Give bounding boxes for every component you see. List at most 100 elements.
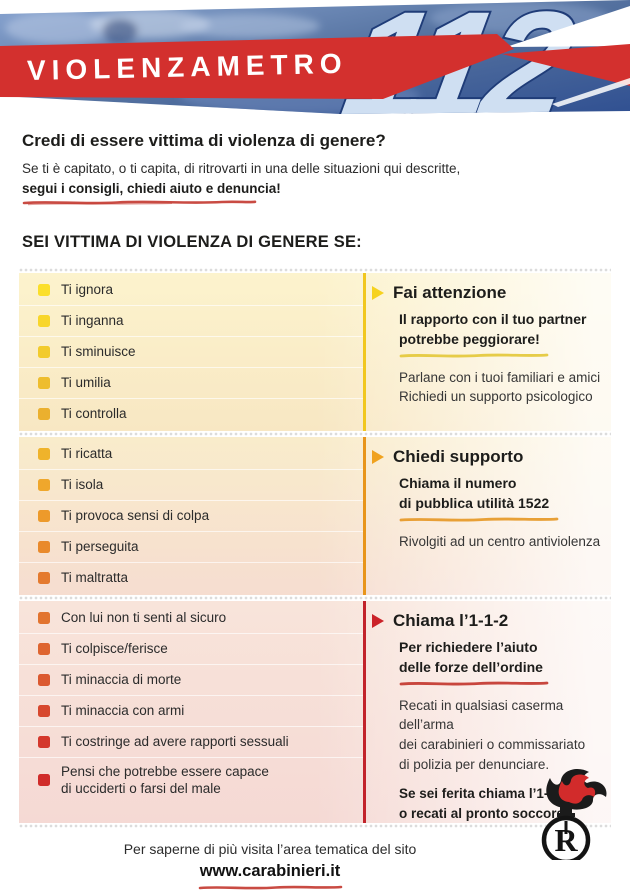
list-item: Pensi che potrebbe essere capace di ucci… xyxy=(19,757,363,802)
red-stripe-right xyxy=(502,44,630,86)
square-bullet-icon xyxy=(38,705,50,718)
item-label: Ti controlla xyxy=(61,406,127,422)
advice-normal-line: di polizia per denunciare. xyxy=(399,756,550,772)
item-label: Ti perseguita xyxy=(61,539,139,555)
square-bullet-icon xyxy=(38,643,50,656)
advice-normal-line: Parlane con i tuoi familiari e amici xyxy=(399,369,601,385)
section-emergenza: Con lui non ti senti al sicuro Ti colpis… xyxy=(19,601,611,824)
item-label: Ti maltratta xyxy=(61,570,129,586)
item-label: Ti isola xyxy=(61,477,104,493)
advice-normal-line: dei carabinieri o commissariato xyxy=(399,736,586,752)
square-bullet-icon xyxy=(38,736,50,749)
warning-signs-list: Con lui non ti senti al sicuro Ti colpis… xyxy=(19,601,363,823)
orange-marker-underline xyxy=(399,517,559,522)
play-arrow-icon xyxy=(372,450,384,465)
item-label: Ti inganna xyxy=(61,313,124,329)
section-divider-line xyxy=(363,601,366,824)
square-bullet-icon xyxy=(38,408,50,421)
list-item: Ti maltratta xyxy=(19,562,363,593)
white-slash xyxy=(552,78,630,107)
advice-column: Chiedi supporto Chiama il numero di pubb… xyxy=(366,437,611,595)
list-item: Ti ignora xyxy=(19,275,363,305)
list-item: Ti isola xyxy=(19,469,363,500)
square-bullet-icon xyxy=(38,510,50,523)
advice-title: Chiama l’1-1-2 xyxy=(393,611,509,631)
list-item: Ti controlla xyxy=(19,398,363,429)
dotted-separator xyxy=(19,823,611,830)
item-label: Pensi che potrebbe essere capace di ucci… xyxy=(61,763,269,797)
list-item: Ti sminuisce xyxy=(19,336,363,367)
list-item: Con lui non ti senti al sicuro xyxy=(19,603,363,633)
list-item: Ti perseguita xyxy=(19,531,363,562)
advice-bold-line: di pubblica utilità 1522 xyxy=(399,494,550,511)
logo-monogram: R xyxy=(554,822,578,858)
red-marker-underline xyxy=(22,200,257,206)
square-bullet-icon xyxy=(38,448,50,461)
advice-title: Fai attenzione xyxy=(393,283,507,303)
warning-signs-list: Ti ignora Ti inganna Ti sminuisce Ti umi… xyxy=(19,273,363,431)
item-label: Ti ricatta xyxy=(61,446,113,462)
flame-red xyxy=(558,774,596,804)
intro-block: Credi di essere vittima di violenza di g… xyxy=(22,131,608,206)
white-wedge xyxy=(506,6,630,47)
red-marker-underline xyxy=(399,681,549,686)
list-item: Ti inganna xyxy=(19,305,363,336)
advice-normal-line: Recati in qualsiasi caserma dell’arma xyxy=(399,697,564,733)
list-item: Ti provoca sensi di colpa xyxy=(19,500,363,531)
section-divider-line xyxy=(363,273,366,432)
list-item: Ti ricatta xyxy=(19,439,363,469)
section-attenzione: Ti ignora Ti inganna Ti sminuisce Ti umi… xyxy=(19,273,611,432)
header-banner: 112 VIOLENZAMETRO xyxy=(0,0,630,118)
list-item: Ti colpisce/ferisce xyxy=(19,633,363,664)
red-title-band xyxy=(0,34,514,99)
section-supporto: Ti ricatta Ti isola Ti provoca sensi di … xyxy=(19,437,611,596)
list-item: Ti umilia xyxy=(19,367,363,398)
item-label: Ti sminuisce xyxy=(61,344,136,360)
advice-normal-line: Rivolgiti ad un centro antiviolenza xyxy=(399,533,601,549)
intro-line-bold: segui i consigli, chiedi aiuto e denunci… xyxy=(22,181,281,197)
square-bullet-icon xyxy=(38,572,50,585)
square-bullet-icon xyxy=(38,612,50,625)
banner-artwork-112: 112 xyxy=(0,0,630,114)
square-bullet-icon xyxy=(38,377,50,390)
footer-info: Per saperne di più visita l’area tematic… xyxy=(123,841,417,858)
carabinieri-site-link[interactable]: www.carabinieri.it xyxy=(199,862,341,881)
item-label: Ti umilia xyxy=(61,375,111,391)
square-bullet-icon xyxy=(38,674,50,687)
square-bullet-icon xyxy=(38,284,50,297)
advice-normal-line: Richiedi un supporto psicologico xyxy=(399,389,593,405)
section-divider-line xyxy=(363,437,366,596)
advice-column: Fai attenzione Il rapporto con il tuo pa… xyxy=(366,273,611,431)
advice-bold-line: delle forze dell’ordine xyxy=(399,658,543,675)
advice-bold-line: Chiama il numero xyxy=(399,475,517,492)
red-marker-underline xyxy=(198,885,342,890)
dotted-separator xyxy=(19,431,611,438)
advice-emphasis-line: Se sei ferita chiama l’1-1-2 xyxy=(399,786,568,802)
yellow-marker-underline xyxy=(399,353,549,358)
advice-title: Chiedi supporto xyxy=(393,447,524,467)
item-label: Ti minaccia con armi xyxy=(61,703,185,719)
square-bullet-icon xyxy=(38,774,50,787)
play-arrow-icon xyxy=(372,614,384,629)
advice-emphasis-line: o recati al pronto soccorso xyxy=(399,805,573,821)
list-item: Ti costringe ad avere rapporti sessuali xyxy=(19,726,363,757)
dotted-separator xyxy=(19,267,611,274)
intro-line-regular: Se ti è capitato, o ti capita, di ritrov… xyxy=(22,161,461,176)
square-bullet-icon xyxy=(38,315,50,328)
list-item: Ti minaccia di morte xyxy=(19,664,363,695)
item-label: Ti colpisce/ferisce xyxy=(61,641,168,657)
list-heading: SEI VITTIMA DI VIOLENZA DI GENERE SE: xyxy=(22,233,362,252)
square-bullet-icon xyxy=(38,479,50,492)
dotted-separator xyxy=(19,595,611,602)
item-label: Ti minaccia di morte xyxy=(61,672,182,688)
warning-signs-list: Ti ricatta Ti isola Ti provoca sensi di … xyxy=(19,437,363,595)
advice-column: Chiama l’1-1-2 Per richiedere l’aiuto de… xyxy=(366,601,611,823)
square-bullet-icon xyxy=(38,346,50,359)
square-bullet-icon xyxy=(38,541,50,554)
item-label: Con lui non ti senti al sicuro xyxy=(61,610,227,626)
play-arrow-icon xyxy=(372,286,384,301)
intro-question: Credi di essere vittima di violenza di g… xyxy=(22,131,386,150)
list-item: Ti minaccia con armi xyxy=(19,695,363,726)
advice-bold-line: potrebbe peggiorare! xyxy=(399,330,540,347)
advice-bold-line: Il rapporto con il tuo partner xyxy=(399,311,587,328)
